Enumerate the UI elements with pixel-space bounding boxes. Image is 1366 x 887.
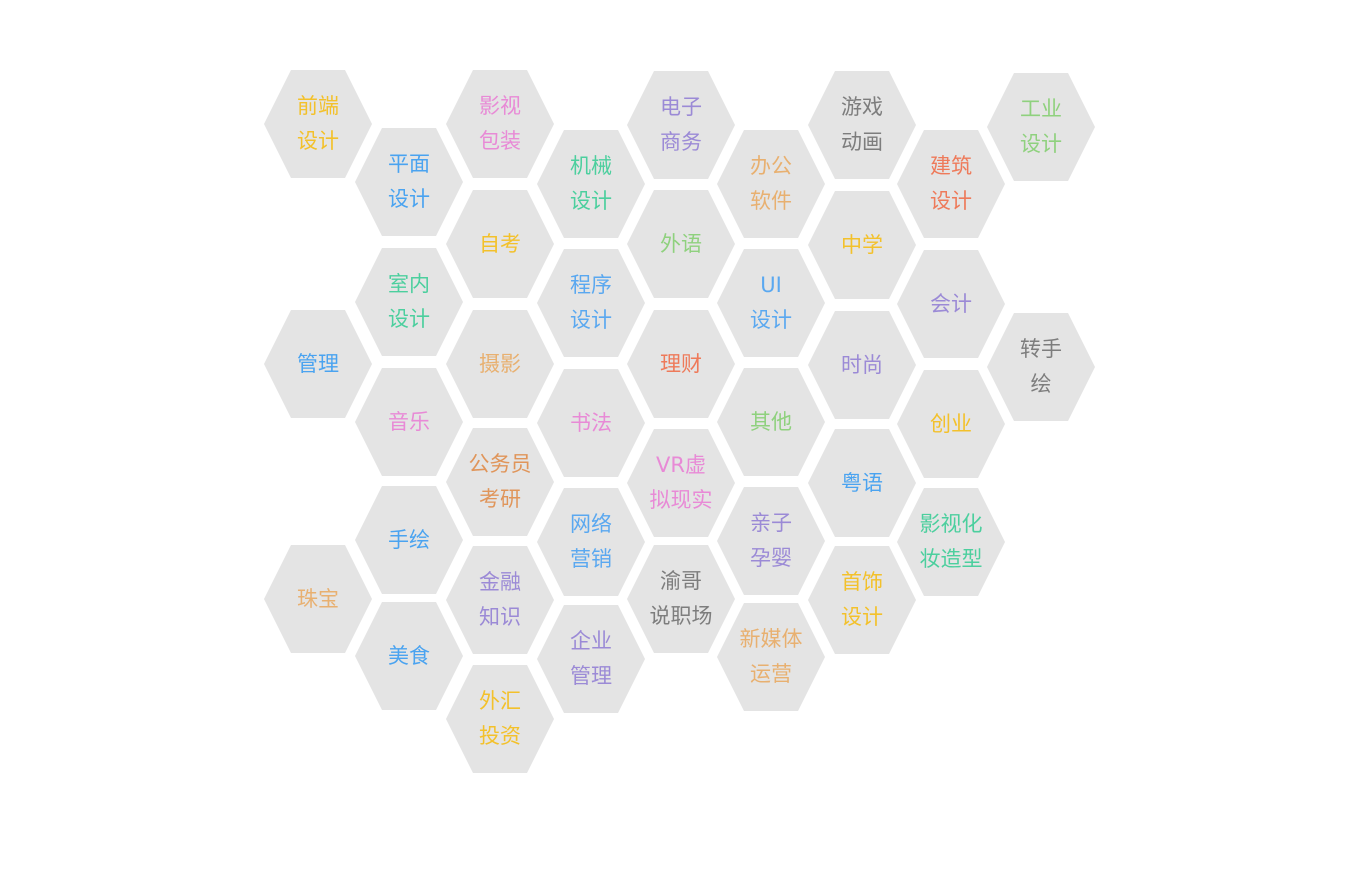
hex-qiye-guanli[interactable]: 企业 管理 [537, 605, 645, 713]
hex-yuge-shuozhichang[interactable]: 渝哥 说职场 [627, 545, 735, 653]
hex-label: 会计 [930, 291, 972, 316]
hex-label: 自考 [479, 231, 521, 256]
hex-xinmeiti-yunying[interactable]: 新媒体 运营 [717, 603, 825, 711]
hex-label: 创业 [930, 411, 972, 436]
hex-label: 摄影 [479, 351, 521, 376]
hex-label: 建筑 设计 [930, 154, 972, 213]
hex-sheying[interactable]: 摄影 [446, 310, 554, 418]
hex-jianzhu-sheji[interactable]: 建筑 设计 [897, 130, 1005, 238]
hex-pingmian-sheji[interactable]: 平面 设计 [355, 128, 463, 236]
hex-label: 企业 管理 [570, 629, 612, 688]
hex-label: 音乐 [388, 409, 430, 434]
hex-qinzi-yunying[interactable]: 亲子 孕婴 [717, 487, 825, 595]
hex-shouhui[interactable]: 手绘 [355, 486, 463, 594]
hex-qita[interactable]: 其他 [717, 368, 825, 476]
hex-waiyu[interactable]: 外语 [627, 190, 735, 298]
hex-label: 影视化 妆造型 [919, 512, 983, 571]
hex-zhubao[interactable]: 珠宝 [264, 545, 372, 653]
hex-label: 中学 [841, 232, 883, 257]
hex-label: 转手 绘 [1020, 337, 1062, 396]
hex-label: 游戏 动画 [841, 95, 883, 154]
hex-chengxu-sheji[interactable]: 程序 设计 [537, 249, 645, 357]
hex-qianduan-sheji[interactable]: 前端 设计 [264, 70, 372, 178]
hex-shinei-sheji[interactable]: 室内 设计 [355, 248, 463, 356]
hex-shishang[interactable]: 时尚 [808, 311, 916, 419]
hex-label: UI 设计 [750, 273, 792, 332]
hex-label: 粤语 [841, 470, 883, 495]
hex-label: 平面 设计 [388, 152, 430, 211]
hex-waihui-touzi[interactable]: 外汇 投资 [446, 665, 554, 773]
hex-label: 室内 设计 [388, 272, 430, 331]
hex-zhongxue[interactable]: 中学 [808, 191, 916, 299]
hex-label: 前端 设计 [297, 94, 339, 153]
hex-chuangye[interactable]: 创业 [897, 370, 1005, 478]
hex-label: 理财 [660, 351, 702, 376]
hex-yingshihua-zhuangzaoxing[interactable]: 影视化 妆造型 [897, 488, 1005, 596]
hex-yingshi-baozhuang[interactable]: 影视 包装 [446, 70, 554, 178]
hex-label: 金融 知识 [479, 570, 521, 629]
hex-label: 新媒体 运营 [739, 627, 803, 686]
hex-youxi-donghua[interactable]: 游戏 动画 [808, 71, 916, 179]
hex-zhuanshouhui[interactable]: 转手 绘 [987, 313, 1095, 421]
hex-label: 珠宝 [297, 586, 339, 611]
hex-label: 亲子 孕婴 [750, 511, 792, 570]
hex-licai[interactable]: 理财 [627, 310, 735, 418]
hex-label: 书法 [570, 410, 612, 435]
hex-label: 公务员 考研 [468, 452, 532, 511]
hex-label: 外语 [660, 231, 702, 256]
hex-zikao[interactable]: 自考 [446, 190, 554, 298]
hex-shoushi-sheji[interactable]: 首饰 设计 [808, 546, 916, 654]
hex-label: 网络 营销 [570, 512, 612, 571]
hex-label: 电子 商务 [660, 95, 702, 154]
hex-gongye-sheji[interactable]: 工业 设计 [987, 73, 1095, 181]
hex-shufa[interactable]: 书法 [537, 369, 645, 477]
hex-guanli[interactable]: 管理 [264, 310, 372, 418]
hex-meishi[interactable]: 美食 [355, 602, 463, 710]
hex-jinrong-zhishi[interactable]: 金融 知识 [446, 546, 554, 654]
hex-label: 其他 [750, 409, 792, 434]
hex-label: VR虚 拟现实 [649, 453, 713, 512]
hex-label: 影视 包装 [479, 94, 521, 153]
hex-label: 办公 软件 [750, 154, 792, 213]
hex-label: 美食 [388, 643, 430, 668]
hex-label: 程序 设计 [570, 273, 612, 332]
hex-label: 机械 设计 [570, 154, 612, 213]
hex-yinyue[interactable]: 音乐 [355, 368, 463, 476]
hex-label: 外汇 投资 [479, 689, 521, 748]
hex-label: 管理 [297, 351, 339, 376]
hex-yueyu[interactable]: 粤语 [808, 429, 916, 537]
hex-bangong-ruanjian[interactable]: 办公 软件 [717, 130, 825, 238]
hex-dianzi-shangwu[interactable]: 电子 商务 [627, 71, 735, 179]
hex-kuaiji[interactable]: 会计 [897, 250, 1005, 358]
hex-vr-xuni-xianshi[interactable]: VR虚 拟现实 [627, 429, 735, 537]
hex-gongwuyuan-kaoyan[interactable]: 公务员 考研 [446, 428, 554, 536]
hex-ui-sheji[interactable]: UI 设计 [717, 249, 825, 357]
hex-label: 首饰 设计 [841, 570, 883, 629]
hex-label: 渝哥 说职场 [649, 569, 713, 628]
hex-label: 工业 设计 [1020, 97, 1062, 156]
hex-label: 手绘 [388, 527, 430, 552]
hex-jixie-sheji[interactable]: 机械 设计 [537, 130, 645, 238]
hex-label: 时尚 [841, 352, 883, 377]
hex-wangluo-yingxiao[interactable]: 网络 营销 [537, 488, 645, 596]
